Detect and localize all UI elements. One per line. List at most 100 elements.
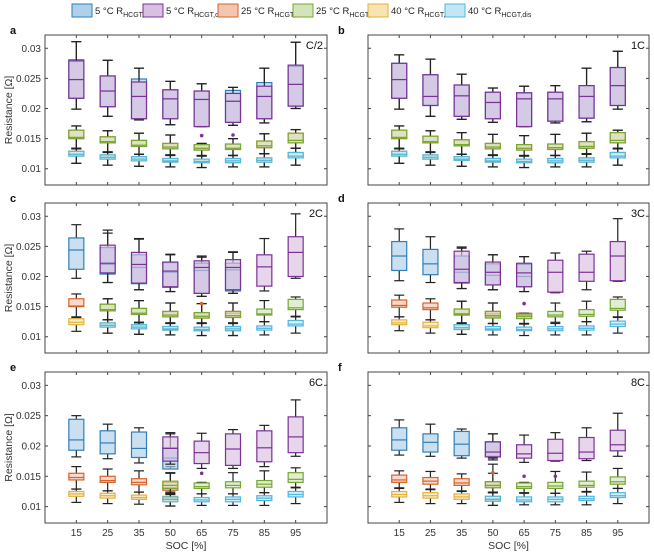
- box-c5dis-95: [287, 41, 304, 110]
- y-axis-title: Resistance [Ω]: [3, 76, 15, 145]
- box-c40dis-85: [256, 492, 273, 507]
- box-iqr: [193, 326, 210, 332]
- legend-label-sub: HCGT,dis: [194, 12, 224, 19]
- y-tick-label: 0.015: [16, 302, 41, 313]
- y-tick-label: 0.03: [22, 212, 42, 223]
- box-c40dis-95: [287, 147, 304, 166]
- box-c5dis-75: [547, 432, 564, 462]
- box-c5ch-15: [68, 224, 85, 279]
- legend-item-c40ch: 40 °C RHCGT,ch: [367, 3, 453, 19]
- box-c5dis-65: [193, 255, 210, 297]
- panel-letter: a: [10, 25, 17, 37]
- box-c5dis-50: [162, 253, 179, 293]
- box-iqr: [130, 251, 148, 284]
- box-c40dis-75: [224, 322, 242, 337]
- box-c25dis-25: [422, 130, 439, 153]
- legend-swatch: [217, 3, 239, 18]
- c-rate-label: 2C: [309, 208, 323, 220]
- legend-item-c5ch: 5 °C RHCGT,ch: [71, 3, 152, 19]
- box-iqr: [453, 84, 470, 117]
- panel-a: 0.01 0.015 0.02 0.025 0.03 Resistance [Ω] a C/2: [3, 25, 328, 186]
- box-iqr: [224, 259, 242, 291]
- legend-label-main: 5 °C R: [95, 6, 123, 17]
- box-c40dis-25: [422, 151, 439, 166]
- box-c25dis-65: [516, 312, 533, 325]
- outlier-point: [522, 474, 526, 479]
- box-c5dis-15: [68, 41, 85, 110]
- box-c25dis-75: [547, 302, 564, 323]
- box-iqr: [516, 262, 533, 288]
- box-iqr: [287, 416, 304, 454]
- box-c5dis-65: [516, 256, 533, 293]
- box-iqr: [578, 436, 595, 460]
- panels: 0.01 0.015 0.02 0.025 0.03 Resistance [Ω] a C/2…: [3, 25, 650, 552]
- box-iqr: [99, 430, 116, 455]
- legend-swatch: [71, 3, 93, 18]
- box-iqr: [484, 142, 501, 150]
- box-iqr: [99, 136, 116, 144]
- box-iqr: [193, 482, 210, 490]
- box-c5dis-95: [287, 213, 304, 279]
- box-c40ch-15: [391, 487, 408, 503]
- box-iqr: [547, 481, 564, 490]
- box-iqr: [287, 151, 304, 159]
- box-c25dis-15: [68, 125, 85, 149]
- y-tick-label: 0.01: [22, 502, 42, 513]
- box-c5ch-25: [422, 236, 439, 284]
- box-c40ch-15: [68, 488, 85, 503]
- box-c5ch-25: [99, 423, 116, 460]
- box-iqr: [578, 141, 595, 149]
- box-iqr: [130, 307, 148, 316]
- box-iqr: [578, 253, 595, 282]
- legend-label-sub: HCGT,dis: [349, 12, 379, 19]
- box-c5dis-35: [130, 67, 148, 121]
- box-iqr: [224, 310, 242, 319]
- box-iqr: [256, 430, 273, 463]
- panel-letter: d: [338, 193, 345, 205]
- box-iqr: [224, 92, 242, 123]
- box-iqr: [547, 310, 564, 318]
- legend-swatch: [444, 3, 466, 18]
- x-tick-label: 35: [456, 528, 468, 539]
- box-c5dis-50: [162, 80, 179, 126]
- c-rate-label: 1C: [631, 40, 645, 52]
- box-iqr: [99, 303, 116, 312]
- y-tick-label: 0.02: [22, 104, 42, 115]
- outlier-point: [522, 301, 526, 306]
- legend-label-sub: HCGT,dis: [501, 12, 531, 19]
- legend-swatch: [292, 3, 314, 18]
- x-tick-label: 15: [394, 528, 406, 539]
- y-tick-label: 0.02: [22, 272, 42, 283]
- box-c5dis-75: [547, 85, 564, 124]
- box-iqr: [391, 150, 408, 157]
- c-rate-label: 6C: [309, 377, 323, 389]
- box-c40dis-75: [224, 154, 242, 168]
- legend-label-sub: HCGT,ch: [123, 12, 152, 19]
- box-c5dis-35: [453, 246, 470, 290]
- box-c40dis-15: [391, 148, 408, 164]
- box-c25dis-95: [287, 128, 304, 149]
- box-c40dis-75: [547, 492, 564, 506]
- box-iqr: [484, 310, 501, 319]
- c-rate-label: C/2: [306, 40, 323, 52]
- outlier-point: [199, 301, 204, 306]
- x-tick-label: 75: [227, 528, 239, 539]
- box-iqr: [547, 143, 564, 151]
- outlier-point: [199, 471, 204, 476]
- x-tick-label: 25: [102, 528, 114, 539]
- legend-swatch: [142, 3, 164, 18]
- legend-item-c40dis: 40 °C RHCGT,dis: [444, 3, 532, 19]
- box-c5ch-15: [68, 415, 85, 458]
- box-iqr: [609, 429, 626, 452]
- box-iqr: [162, 480, 179, 490]
- box-iqr: [516, 444, 533, 459]
- box-iqr: [68, 318, 85, 326]
- legend-label-main: 25 °C R: [241, 6, 275, 17]
- box-c25dis-95: [287, 467, 304, 488]
- box-iqr: [609, 240, 626, 282]
- y-axis-title: Resistance [Ω]: [3, 413, 15, 482]
- box-c5dis-35: [453, 73, 470, 120]
- box-c5dis-65: [516, 85, 533, 128]
- box-c40dis-85: [578, 321, 595, 336]
- box-c40dis-35: [130, 153, 148, 167]
